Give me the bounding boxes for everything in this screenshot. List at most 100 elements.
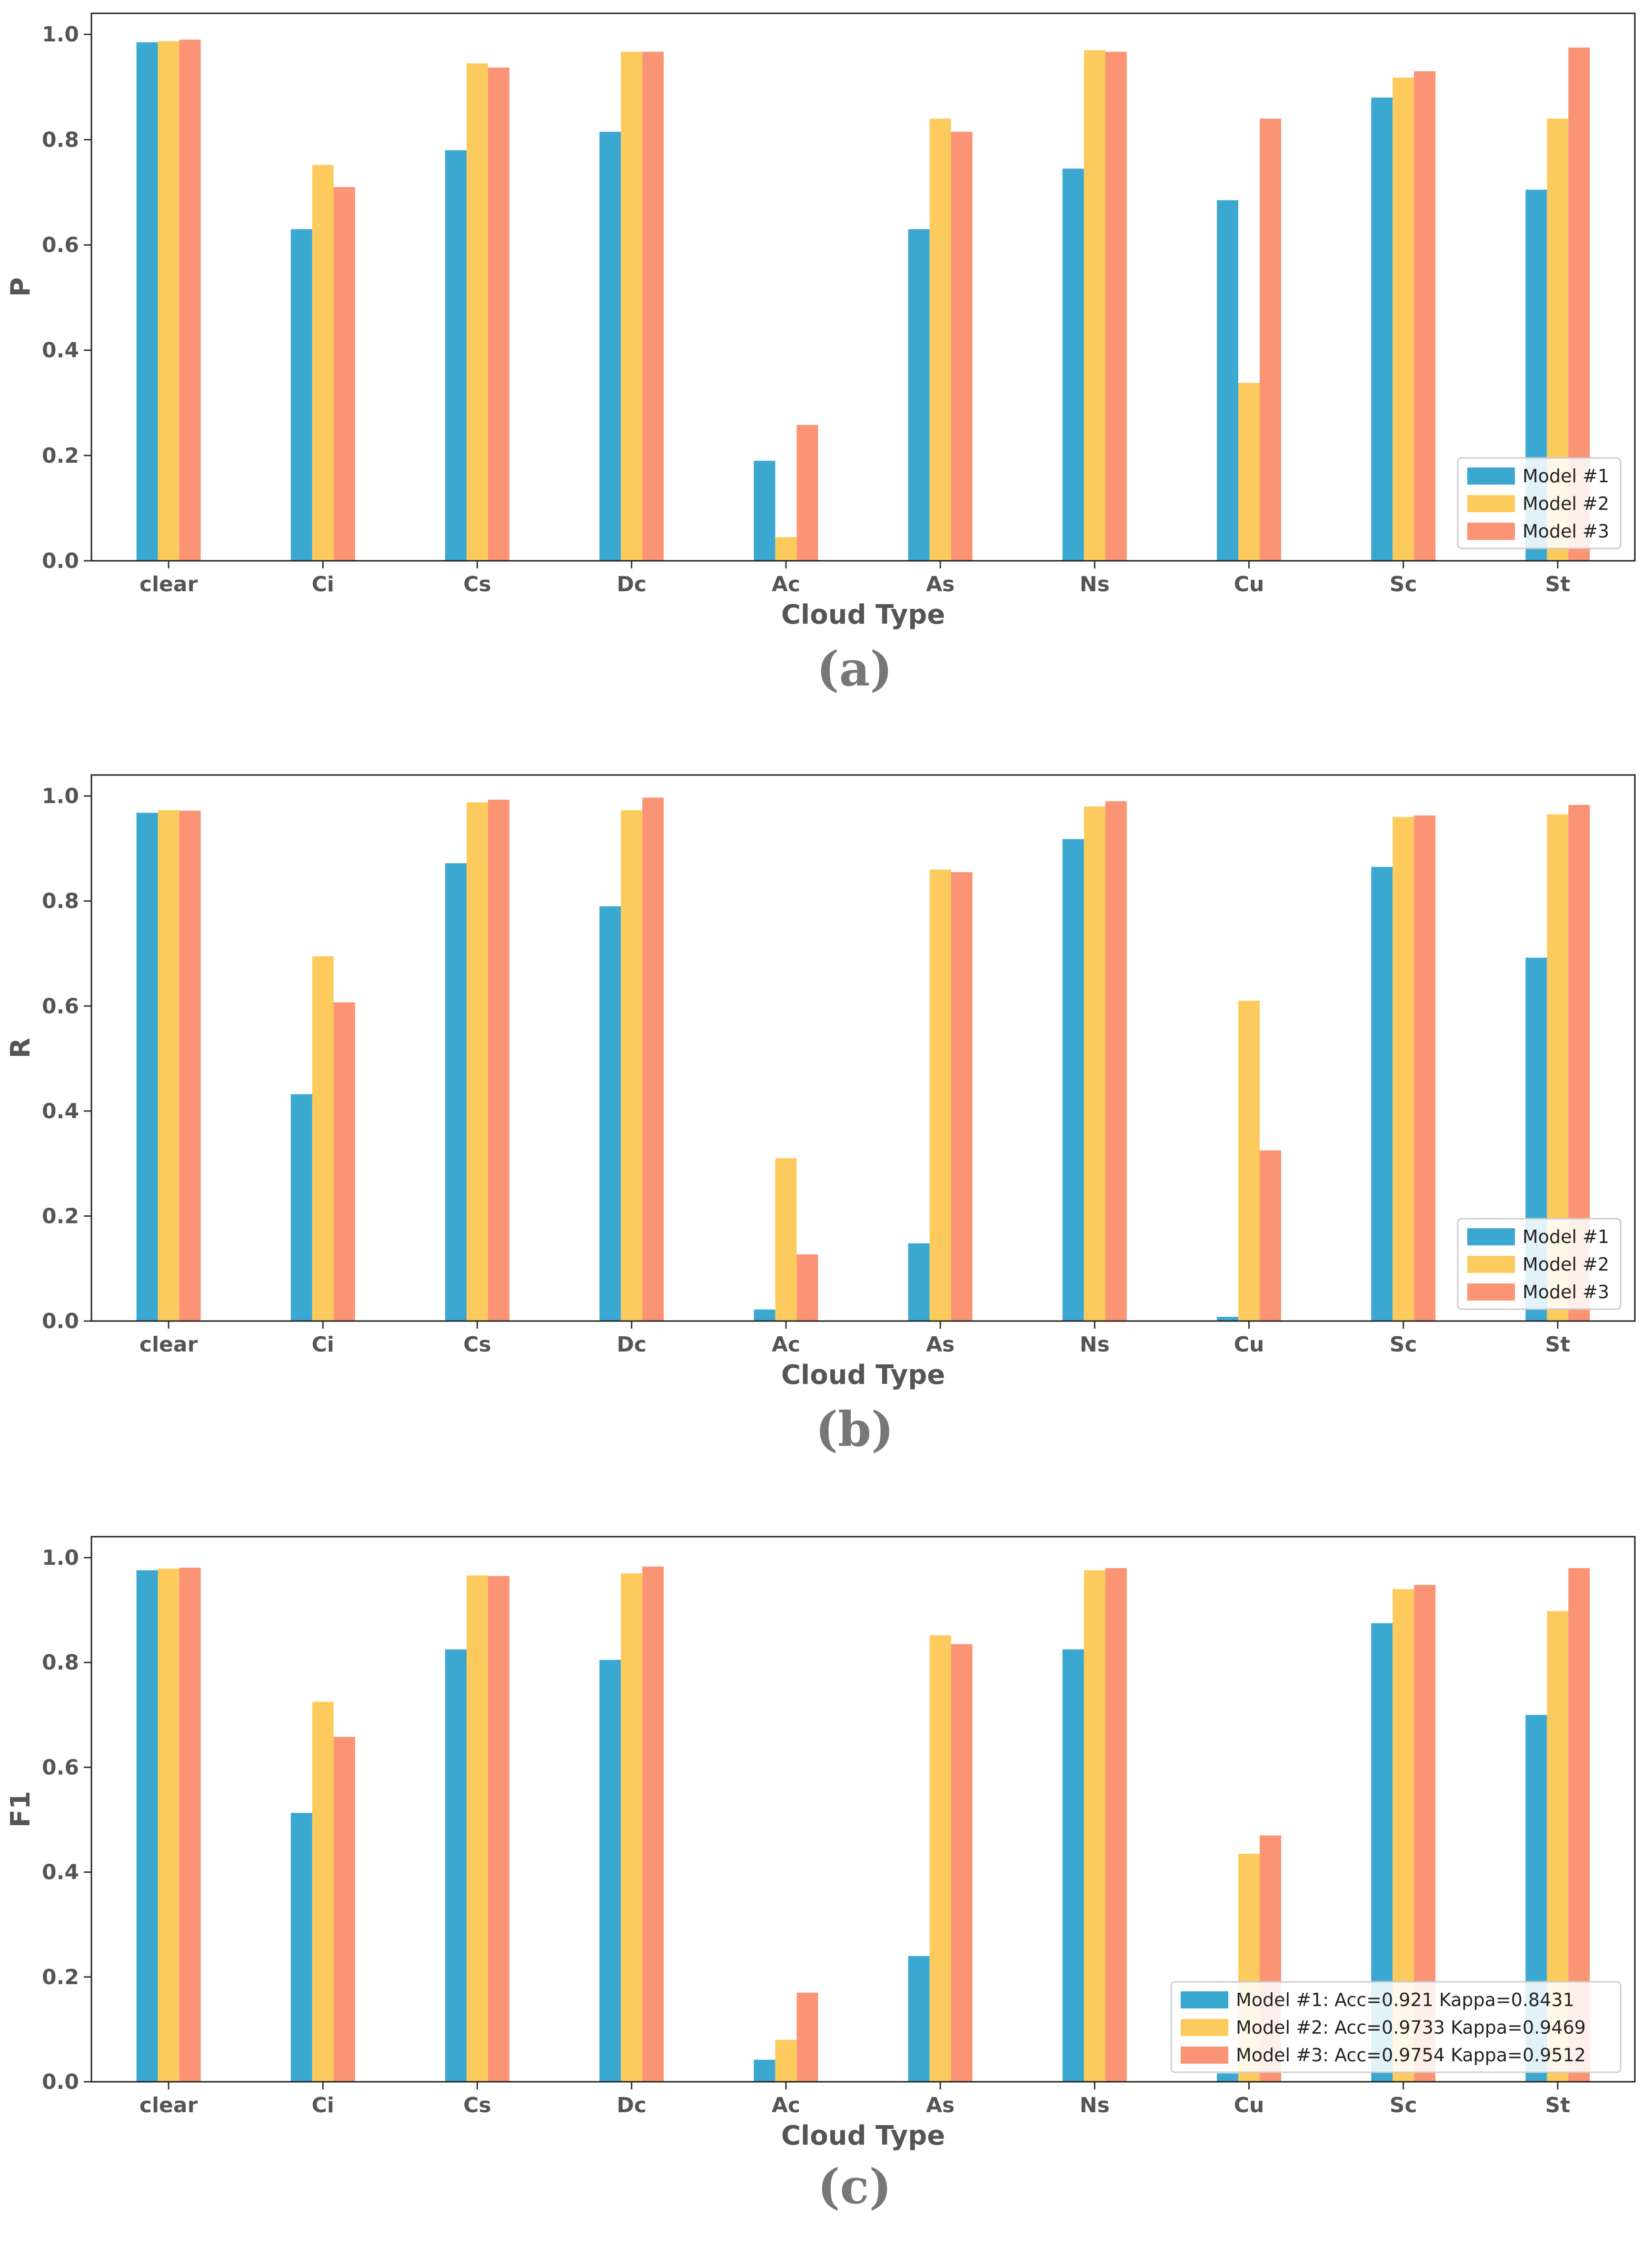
x-tick-label: Dc (617, 2093, 647, 2117)
x-axis-label: Cloud Type (781, 2120, 945, 2151)
bar-Dc-model3 (642, 51, 664, 561)
x-tick-label: Ac (772, 572, 800, 596)
bar-Sc-model2 (1393, 817, 1414, 1321)
bar-Ns-model3 (1105, 1568, 1127, 2082)
x-tick-label: Cu (1234, 572, 1264, 596)
legend-label-model2: Model #2 (1523, 1254, 1609, 1275)
plot-frame (90, 1536, 1636, 2083)
y-tick-label: 0.8 (42, 128, 79, 152)
x-tick-label: Ac (772, 1332, 800, 1357)
bar-Cs-model3 (488, 67, 509, 561)
x-tick-label: Cs (463, 2093, 491, 2117)
legend-swatch-model3 (1467, 1283, 1515, 1301)
legend-swatch-model1 (1467, 467, 1515, 485)
y-tick-label: 0.6 (42, 994, 79, 1018)
x-tick-label: Cs (463, 1332, 491, 1357)
bar-Ns-model1 (1062, 169, 1084, 561)
bar-Ci-model2 (312, 165, 334, 561)
bar-Ci-model3 (333, 1737, 355, 2082)
legend-label-model3: Model #3: Acc=0.9754 Kappa=0.9512 (1236, 2045, 1586, 2066)
x-tick-label: Sc (1390, 2093, 1417, 2117)
bar-As-model3 (951, 872, 973, 1321)
bar-Cu-model2 (1238, 1001, 1260, 1321)
y-tick-label: 0.2 (42, 444, 79, 468)
x-tick-label: Cu (1234, 1332, 1264, 1357)
legend-swatch-model3 (1467, 523, 1515, 540)
bar-Ci-model3 (333, 1002, 355, 1321)
bar-clear-model3 (179, 40, 201, 561)
bar-Cs-model3 (488, 1576, 509, 2082)
bar-Cu-model3 (1260, 119, 1281, 561)
legend-swatch-model3 (1181, 2047, 1228, 2064)
legend-label-model3: Model #3 (1523, 1282, 1609, 1302)
bar-clear-model1 (136, 42, 158, 561)
legend-swatch-model1 (1181, 1991, 1228, 2008)
y-tick-label: 0.6 (42, 233, 79, 258)
bar-As-model3 (951, 131, 973, 561)
bar-Ci-model1 (290, 229, 312, 561)
x-axis-label: Cloud Type (781, 599, 945, 630)
y-tick-label: 0.0 (42, 1309, 79, 1333)
y-axis-label: F1 (5, 1791, 36, 1828)
bar-Cu-model1 (1217, 2073, 1238, 2082)
bar-Ci-model1 (290, 1094, 312, 1321)
plot-frame (90, 774, 1636, 1322)
bar-Cs-model1 (445, 863, 467, 1321)
legend-label-model1: Model #1: Acc=0.921 Kappa=0.8431 (1236, 1989, 1574, 2010)
bar-Dc-model3 (642, 797, 664, 1321)
bar-Ac-model2 (775, 537, 797, 561)
bar-Dc-model2 (621, 51, 643, 561)
legend-swatch-model1 (1467, 1228, 1515, 1245)
legend-swatch-model2 (1467, 1256, 1515, 1273)
x-tick-label: clear (139, 1332, 198, 1357)
x-tick-label: Ci (312, 1332, 334, 1357)
panel-caption: (a) (816, 641, 892, 697)
y-tick-label: 0.8 (42, 889, 79, 914)
bar-Ns-model1 (1062, 1649, 1084, 2082)
x-tick-label: Dc (617, 1332, 647, 1357)
chart-panel-1: 0.0 0.2 0.4 0.6 0.8 1.0 clear Ci Cs Dc Ac As Ns Cu Sc S… (5, 12, 1636, 697)
legend-box (1170, 1981, 1622, 2073)
y-axis-label: P (5, 277, 36, 297)
x-tick-label: Sc (1390, 572, 1417, 596)
x-tick-label: Sc (1390, 1332, 1417, 1357)
legend: Model #1 Model #2 Model #3 (1457, 1218, 1622, 1310)
bar-Cu-model1 (1217, 1317, 1238, 1321)
y-tick-label: 0.0 (42, 549, 79, 573)
bar-Cu-model2 (1238, 383, 1260, 561)
y-tick-label: 0.2 (42, 1965, 79, 1989)
bar-Dc-model1 (599, 131, 621, 561)
bar-Ns-model1 (1062, 839, 1084, 1321)
bar-Ac-model3 (796, 1254, 818, 1321)
legend: Model #1: Acc=0.921 Kappa=0.8431 Model #2… (1170, 1981, 1622, 2073)
x-tick-label: Ns (1080, 572, 1110, 596)
bar-As-model2 (929, 869, 951, 1321)
bar-Ac-model1 (754, 460, 776, 561)
x-tick-label: Ns (1080, 2093, 1110, 2117)
bar-Sc-model1 (1371, 97, 1393, 561)
panel-caption: (c) (817, 2158, 892, 2215)
bar-Cu-model1 (1217, 200, 1238, 561)
y-tick-label: 1.0 (42, 1546, 79, 1570)
bar-Ns-model3 (1105, 801, 1127, 1321)
panel-caption: (b) (816, 1401, 894, 1457)
x-tick-label: Ci (312, 2093, 334, 2117)
bar-Ac-model1 (754, 2059, 776, 2082)
legend-label-model1: Model #1 (1523, 466, 1609, 487)
legend-label-model1: Model #1 (1523, 1226, 1609, 1247)
bar-Ns-model2 (1084, 1570, 1105, 2082)
bar-Sc-model3 (1414, 71, 1436, 561)
bar-Cs-model2 (467, 63, 488, 561)
bar-Sc-model3 (1414, 815, 1436, 1321)
x-tick-label: Dc (617, 572, 647, 596)
y-tick-label: 0.4 (42, 338, 79, 363)
legend-label-model2: Model #2: Acc=0.9733 Kappa=0.9469 (1236, 2017, 1586, 2038)
y-tick-label: 0.8 (42, 1650, 79, 1675)
bar-Sc-model2 (1393, 77, 1414, 561)
legend-swatch-model2 (1181, 2019, 1228, 2036)
bar-As-model3 (951, 1644, 973, 2082)
bar-clear-model1 (136, 813, 158, 1321)
bar-As-model2 (929, 119, 951, 561)
bar-Dc-model1 (599, 906, 621, 1321)
